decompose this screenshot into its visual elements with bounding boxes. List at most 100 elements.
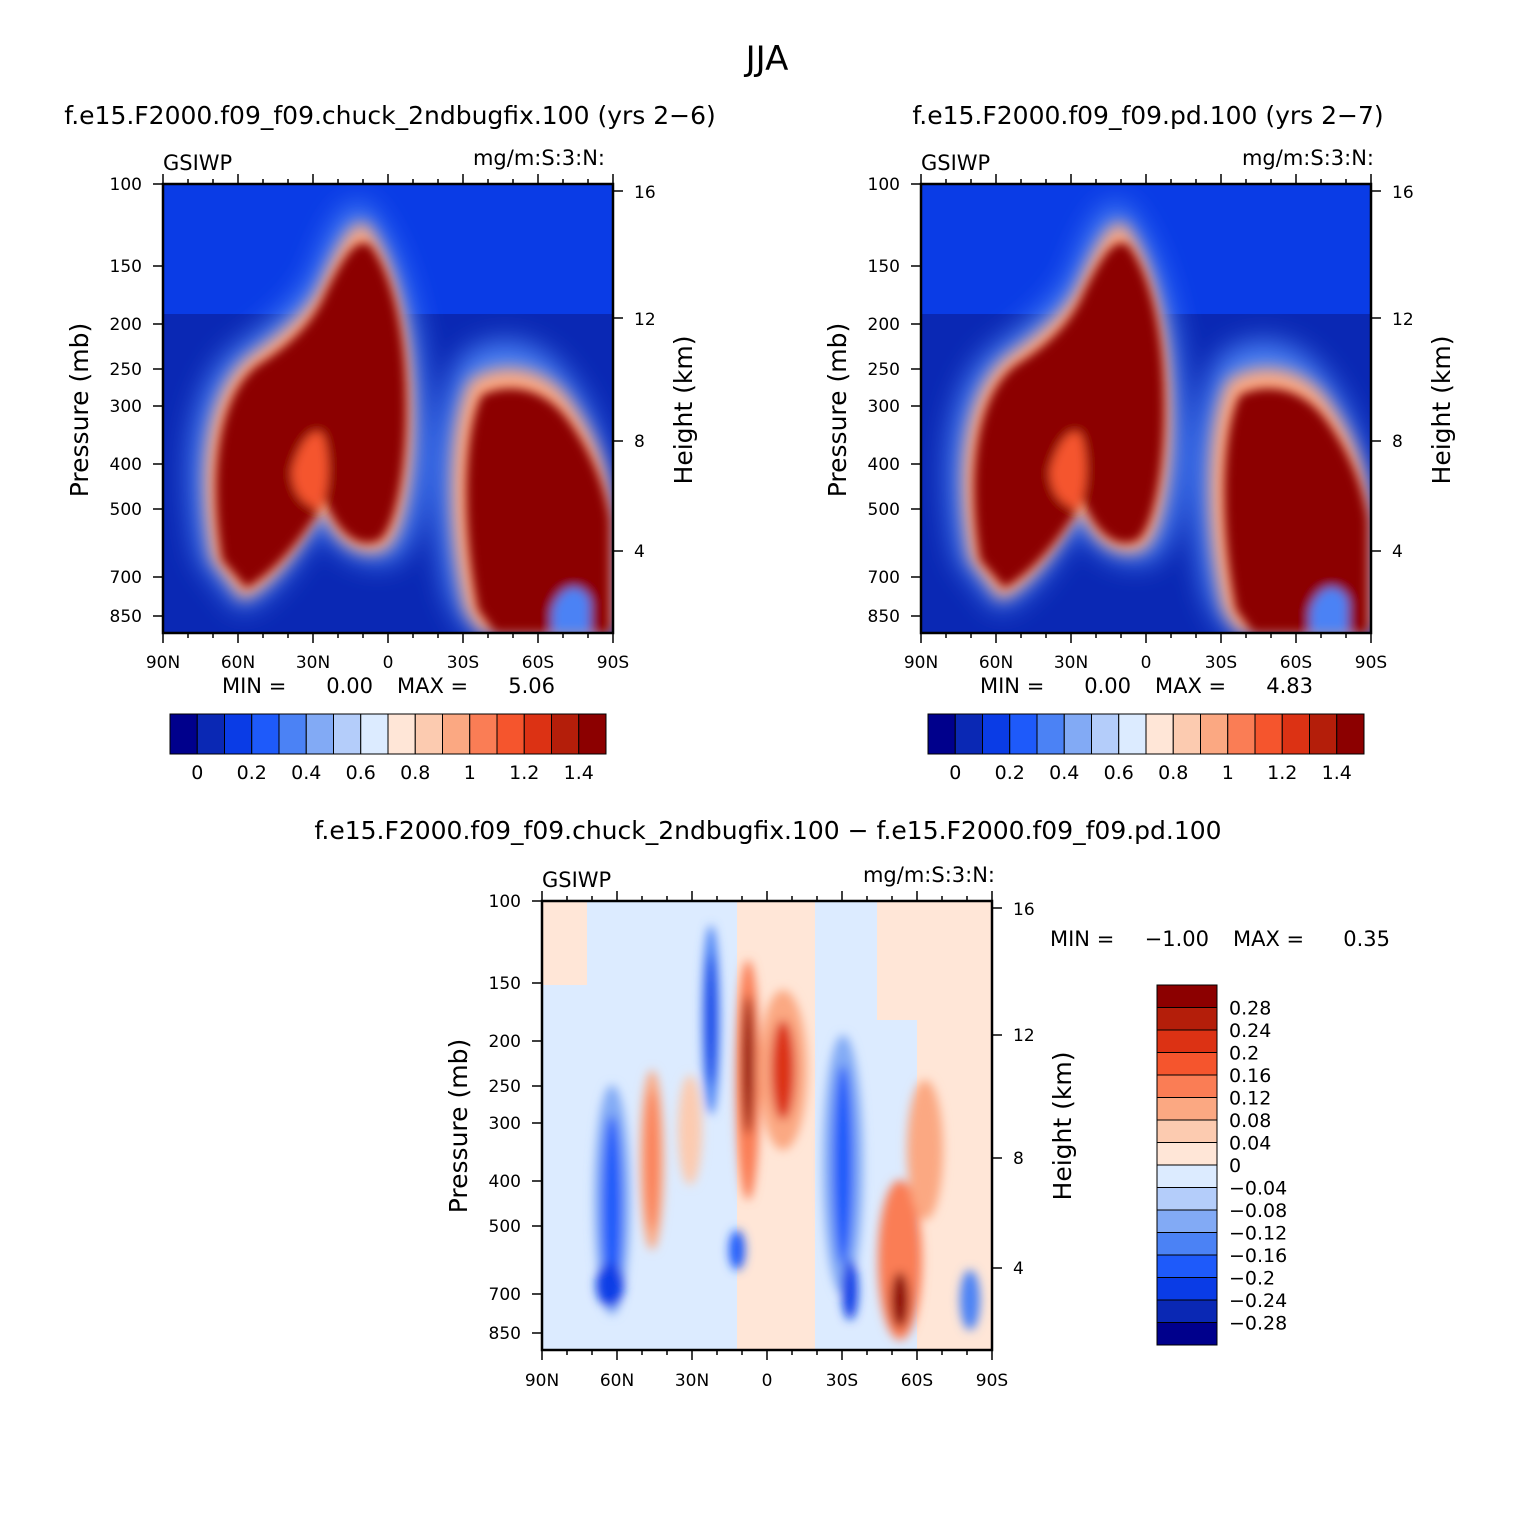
colorbar-swatch [442,713,471,755]
panel-1-units: mg/m:S:3:N: [473,146,605,170]
panel-3-ylabel: Pressure (mb) [444,1039,473,1213]
x-tick-label: 60N [979,653,1013,673]
y-tick-label: 150 [868,257,900,277]
y-right-tick-label: 4 [1392,542,1403,562]
colorbar-swatch [1156,984,1218,1008]
panel-2-ylabel: Pressure (mb) [823,323,852,497]
y-tick-label: 200 [489,1032,521,1052]
colorbar-swatch [954,713,983,755]
panel-1-variable: GSIWP [163,151,232,175]
colorbar-label: −0.16 [1229,1245,1287,1267]
y-tick-label: 500 [110,500,142,520]
colorbar-label: −0.08 [1229,1200,1287,1222]
x-tick-label: 60N [221,653,255,673]
y-tick-label: 850 [489,1324,521,1344]
colorbar-label: 0.6 [1104,762,1134,784]
colorbar-label: 1.4 [1322,762,1352,784]
x-tick-label: 30N [296,653,330,673]
panel-3-max-value: 0.35 [1343,927,1390,951]
colorbar-swatch [251,713,280,755]
y-tick-label: 850 [868,607,900,627]
x-tick-label: 30N [1054,653,1088,673]
colorbar-label: 0.04 [1229,1133,1271,1155]
y-tick-label: 150 [110,257,142,277]
panel-1-field [163,184,613,633]
colorbar-label: 0.24 [1229,1020,1271,1042]
panel-1-min-label: MIN = [222,674,286,698]
y-tick-label: 250 [489,1077,521,1097]
y-tick-label: 250 [868,360,900,380]
x-tick-label: 0 [762,1371,773,1391]
y-tick-label: 300 [110,397,142,417]
y-right-tick-label: 8 [1013,1149,1024,1169]
y-right-tick-label: 8 [1392,432,1403,452]
colorbar-swatch [1309,713,1338,755]
colorbar-swatch [1009,713,1038,755]
x-tick-label: 30S [447,653,479,673]
colorbar-label: −0.2 [1229,1268,1275,1290]
colorbar-swatch [927,713,956,755]
x-tick-label: 60S [901,1371,933,1391]
x-tick-label: 90S [1355,653,1387,673]
panel-1-title: f.e15.F2000.f09_f09.chuck_2ndbugfix.100 … [64,101,716,130]
colorbar-label: 0.08 [1229,1110,1271,1132]
x-tick-label: 60N [600,1371,634,1391]
colorbar-label: 1 [464,762,476,784]
colorbar-swatch [1156,1164,1218,1188]
y-right-tick-label: 4 [1013,1259,1024,1279]
colorbar-label: 0.6 [346,762,376,784]
x-tick-label: 0 [383,653,394,673]
colorbar-swatch [578,713,607,755]
panel-2-colorbar: 0 0.2 0.4 0.6 0.8 1 1.2 1.4 [927,713,1365,784]
colorbar-swatch [1145,713,1174,755]
colorbar-swatch [1156,1254,1218,1278]
y-tick-label: 100 [489,892,521,912]
colorbar-swatch [169,713,198,755]
field-anomalies [594,925,980,1340]
x-tick-label: 90S [976,1371,1008,1391]
colorbar-swatch [1156,1187,1218,1211]
colorbar-swatch [1156,1322,1218,1346]
y-right-tick-label: 16 [1392,183,1414,203]
colorbar-label: 1.2 [1267,762,1297,784]
y-tick-label: 300 [868,397,900,417]
colorbar-swatch [196,713,225,755]
colorbar-label: 0.2 [1229,1043,1259,1065]
colorbar-label: 0 [949,762,961,784]
field-core [974,242,1368,633]
colorbar-swatch [1156,1097,1218,1121]
colorbar-label: 0.8 [400,762,430,784]
panel-3-units: mg/m:S:3:N: [863,863,995,887]
panel-2-max-value: 4.83 [1266,674,1313,698]
colorbar-swatch [278,713,307,755]
panel-2-variable: GSIWP [921,151,990,175]
panel-3-title: f.e15.F2000.f09_f09.chuck_2ndbugfix.100 … [314,816,1221,845]
y-tick-label: 400 [110,455,142,475]
y-tick-label: 500 [868,500,900,520]
colorbar-swatch [1172,713,1201,755]
colorbar-swatch [1156,1299,1218,1323]
colorbar-swatch [1156,1277,1218,1301]
colorbar-swatch [224,713,253,755]
colorbar-swatch [1336,713,1365,755]
panel-2-ylabel-right: Height (km) [1427,336,1456,485]
colorbar-label: −0.24 [1229,1290,1287,1312]
colorbar-label: 0.2 [995,762,1025,784]
colorbar-swatch [523,713,552,755]
colorbar-label: 0.12 [1229,1088,1271,1110]
y-right-tick-label: 12 [1013,1026,1035,1046]
colorbar-label: 0.4 [291,762,321,784]
panel-1-max-label: MAX = [397,674,468,698]
colorbar-label: 0.8 [1158,762,1188,784]
y-tick-label: 100 [868,175,900,195]
colorbar-swatch [1091,713,1120,755]
colorbar-label: 1 [1222,762,1234,784]
colorbar-swatch [1156,1119,1218,1143]
colorbar-label: 0.4 [1049,762,1079,784]
colorbar-swatch [1156,1007,1218,1031]
colorbar-swatch [496,713,525,755]
panel-1-colorbar: 0 0.2 0.4 0.6 0.8 1 1.2 1.4 [169,713,607,784]
colorbar-swatch [1156,1142,1218,1166]
panel-1-min-value: 0.00 [326,674,373,698]
